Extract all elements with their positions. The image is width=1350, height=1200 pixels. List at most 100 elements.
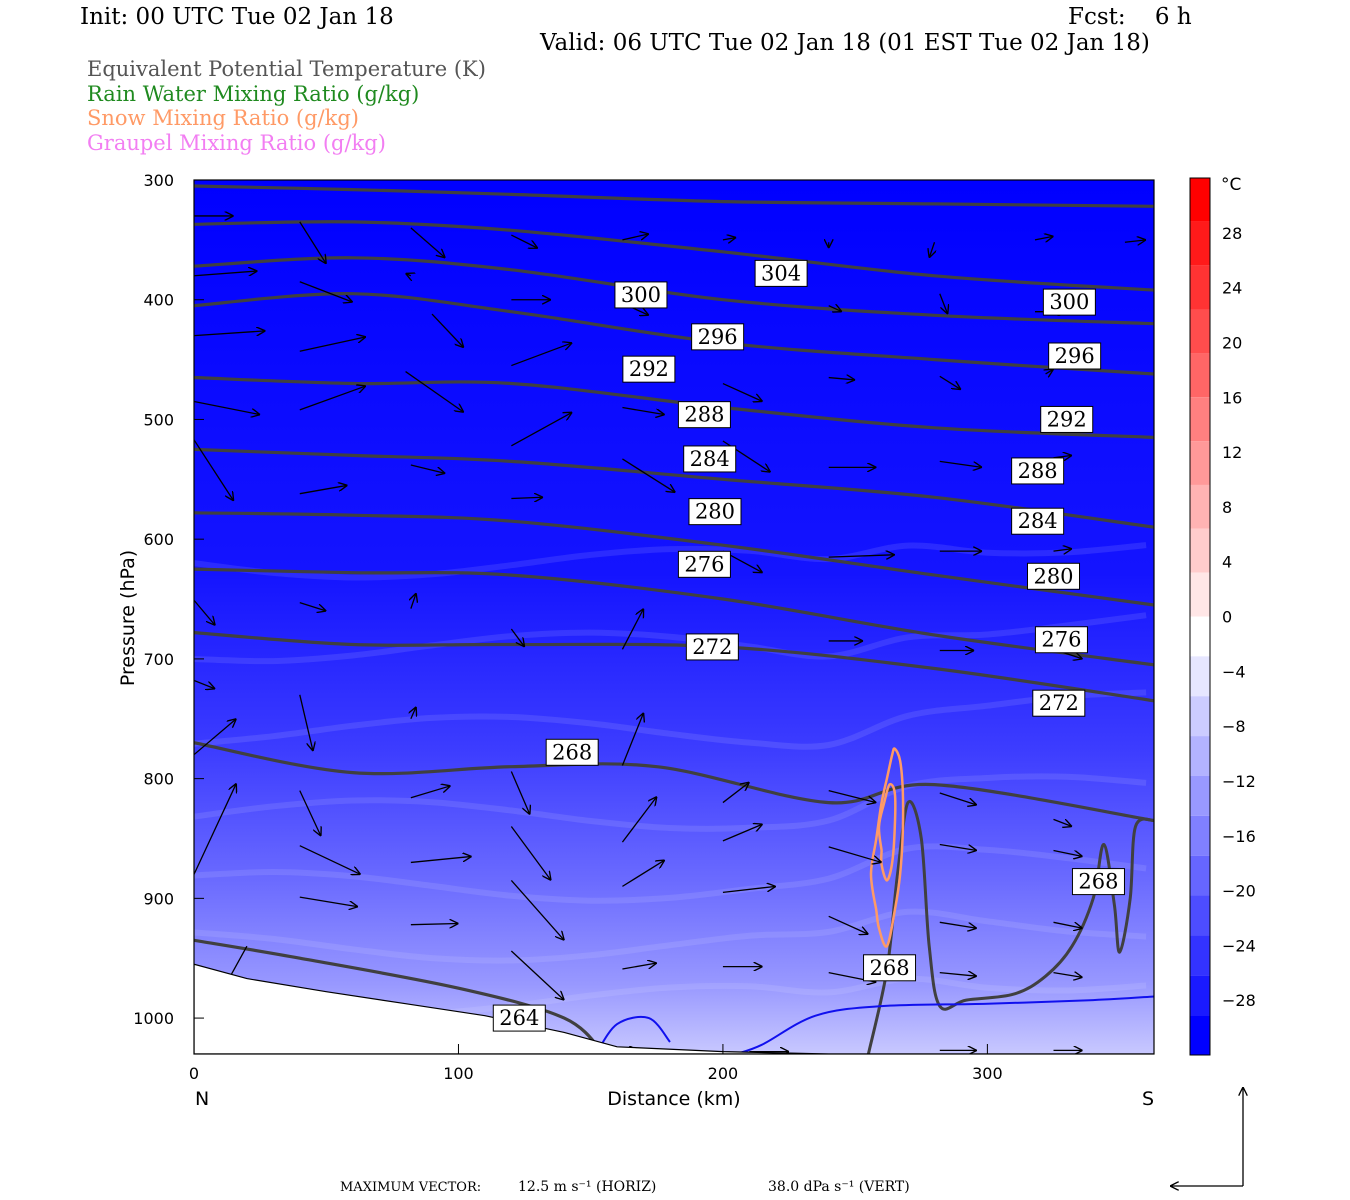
wind-vector (510, 826, 551, 881)
colorbar-swatch (1190, 441, 1210, 485)
wind-vector (194, 400, 260, 414)
wind-vector (510, 771, 530, 814)
valid-time: Valid: 06 UTC Tue 02 Jan 18 (01 EST Tue … (540, 30, 1150, 56)
wind-vector (410, 786, 451, 799)
wind-vector (299, 337, 366, 352)
wind-vector (299, 790, 321, 836)
theta-e-contour-288 (194, 375, 1154, 439)
wind-vector (828, 555, 895, 557)
theta-e-label-box (492, 1004, 546, 1032)
temperature-band-edge (194, 908, 1147, 964)
theta-e-label: 292 (629, 357, 669, 381)
colorbar-label: 28 (1222, 224, 1242, 243)
theta-e-label-box (754, 259, 808, 287)
rain-water-contour (735, 995, 1154, 1054)
theta-e-label-box (622, 355, 676, 383)
theta-e-label-box (683, 445, 737, 473)
colorbar-label: −16 (1222, 827, 1256, 846)
wind-vector (621, 609, 643, 650)
temperature-band-edge (194, 689, 1147, 750)
theta-e-label: 284 (690, 447, 730, 471)
wind-vector (406, 273, 411, 275)
colorbar-swatch (1190, 616, 1210, 657)
legend-snow: Snow Mixing Ratio (g/kg) (87, 106, 359, 130)
theta-e-label-box (1032, 689, 1086, 717)
theta-e-label: 300 (621, 283, 661, 307)
rain-water-contours (595, 995, 1154, 1054)
theta-e-contour-304 (194, 184, 1154, 208)
wind-vector (939, 375, 961, 389)
theta-e-label-box (1034, 626, 1088, 654)
wind-vector (1053, 973, 1083, 978)
theta-e-label: 300 (1049, 290, 1089, 314)
wind-vector (828, 378, 855, 380)
wind-vector (1053, 849, 1083, 856)
theta-e-label: 280 (695, 500, 735, 524)
colorbar-label: 8 (1222, 498, 1232, 517)
theta-e-contour-292 (194, 292, 1154, 376)
theta-e-label-box (685, 633, 739, 661)
colorbar-label: 4 (1222, 553, 1232, 572)
wind-vector (410, 923, 459, 924)
x-axis-label: Distance (km) (607, 1088, 740, 1110)
wind-vector (299, 281, 353, 302)
colorbar-label: 0 (1222, 608, 1232, 627)
wind-vector (828, 789, 877, 803)
max-vector-prefix: MAXIMUM VECTOR: (340, 1180, 481, 1195)
colorbar-label: −24 (1222, 936, 1256, 955)
temperature-band-edge (194, 773, 1147, 832)
wind-vector (194, 679, 215, 688)
colorbar-label: 24 (1222, 279, 1242, 298)
theta-e-contour-272 (194, 631, 1154, 703)
rain-water-contour (595, 1015, 671, 1054)
colorbar-swatch (1190, 221, 1210, 266)
y-tick-label: 1000 (133, 1009, 174, 1028)
snow-contours (869, 747, 905, 948)
colorbar-label: 16 (1222, 388, 1242, 407)
temperature-band-edge (194, 612, 1147, 665)
colorbar-swatch (1190, 696, 1210, 737)
wind-vector (1046, 369, 1054, 374)
wind-vector (194, 331, 265, 337)
wind-vector (621, 713, 643, 766)
wind-vector (722, 886, 776, 894)
wind-vector (1053, 818, 1073, 826)
y-axis-label: Pressure (hPa) (117, 550, 139, 686)
theta-e-contour-264 (194, 938, 606, 1054)
colorbar-swatch (1190, 895, 1210, 936)
colorbar-swatch (1190, 265, 1210, 310)
colorbar-swatch (1190, 775, 1210, 816)
theta-e-label: 284 (1018, 509, 1058, 533)
theta-e-label: 268 (552, 740, 592, 764)
wind-vector (939, 843, 977, 850)
wind-vector (1053, 921, 1083, 928)
colorbar-swatch (1190, 815, 1210, 856)
theta-e-label-box (1011, 507, 1065, 535)
colorbar-label: −4 (1222, 662, 1246, 681)
colorbar-swatch (1190, 1015, 1210, 1055)
colorbar-swatch (1190, 855, 1210, 896)
theta-e-label-box (1040, 405, 1094, 433)
theta-e-label: 296 (1055, 344, 1095, 368)
colorbar-label: 12 (1222, 443, 1242, 462)
wind-vector (410, 856, 472, 864)
wind-vector (510, 950, 564, 1000)
theta-e-labels: 304 300 300 296 296 292 292 288 288 284 284 280 280 2… (492, 259, 1125, 1032)
max-vector-vert: 38.0 dPa s⁻¹ (VERT) (768, 1179, 910, 1195)
forecast-hour: Fcst: 6 h (1068, 4, 1192, 30)
y-tick-label: 500 (143, 410, 174, 429)
x-axis: 0 100 200 300 (189, 1044, 1003, 1083)
y-tick-label: 400 (143, 291, 174, 310)
theta-e-label-box (863, 954, 917, 982)
legend-graupel: Graupel Mixing Ratio (g/kg) (87, 131, 386, 155)
theta-e-label: 268 (1078, 870, 1118, 894)
theta-e-label: 296 (698, 325, 738, 349)
wind-vector (194, 271, 257, 277)
wind-vector (622, 458, 675, 493)
wind-vector (828, 915, 869, 934)
wind-vector (431, 313, 464, 348)
wind-vector (722, 237, 736, 239)
theta-e-contour-280 (194, 511, 1154, 607)
theta-e-label-box (545, 738, 599, 766)
